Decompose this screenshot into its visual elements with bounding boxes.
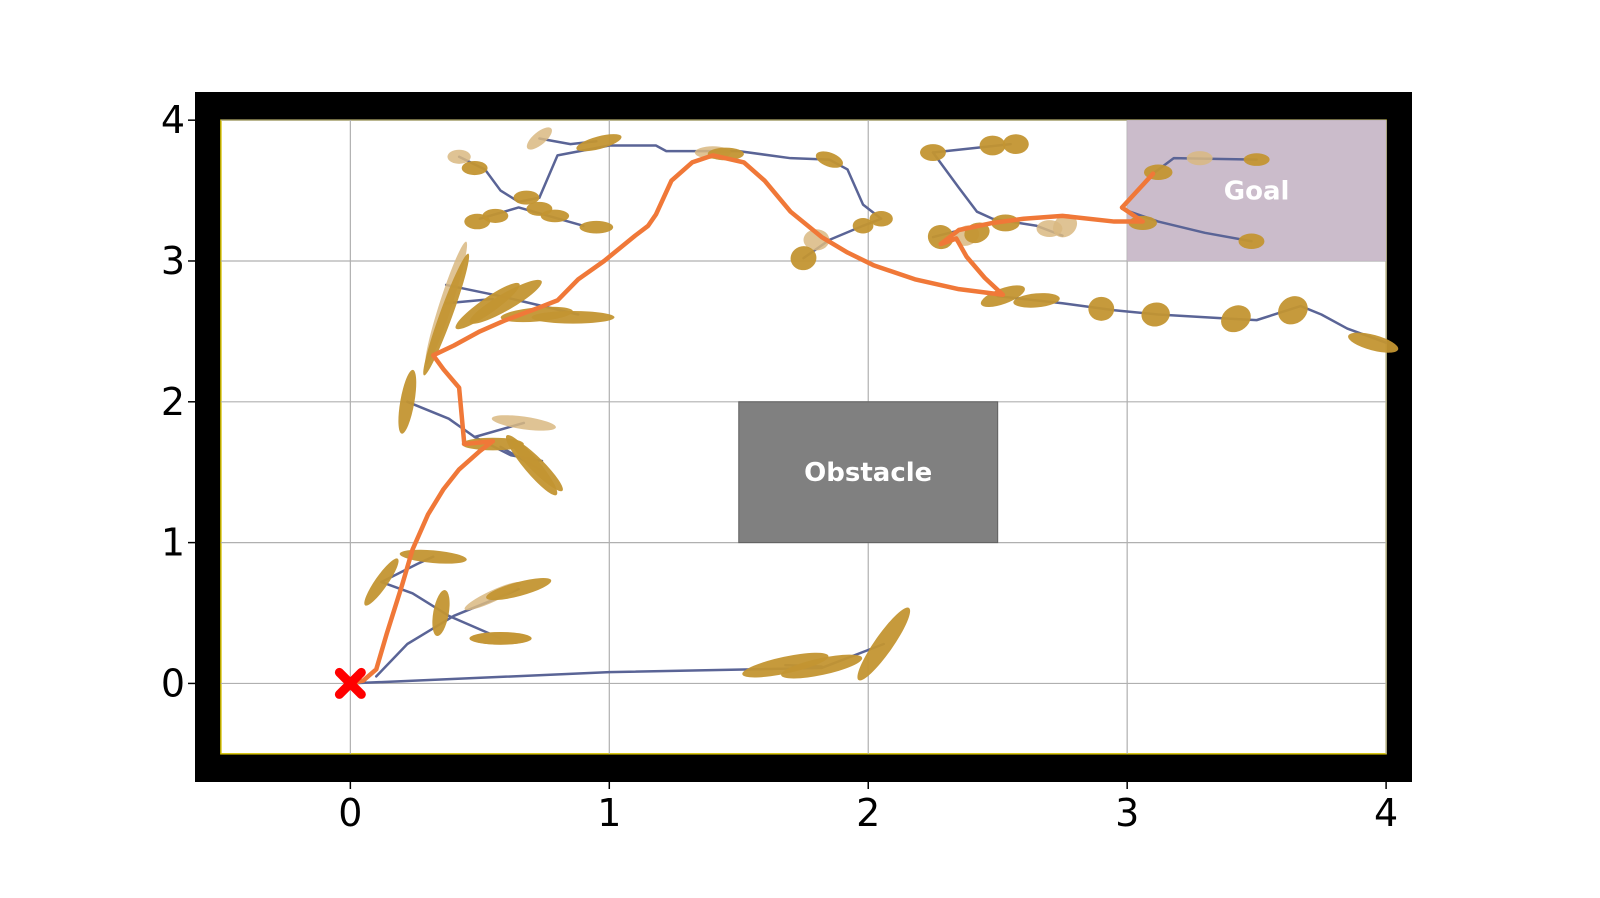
node-ellipse [432,590,450,637]
node-ellipse [364,558,399,606]
y-tick-label: 2 [161,380,185,424]
node-ellipse [1002,134,1029,154]
node-ellipse [869,210,893,227]
node-ellipse [469,632,532,645]
node-ellipse [803,229,830,251]
tree-edge [380,580,502,640]
node-ellipse [1348,332,1399,353]
node-ellipse [491,415,556,431]
node-ellipse [576,134,622,152]
x-tick-label: 4 [1374,791,1398,835]
region-labels-layer: Obstacle Goal [804,177,1289,489]
start-layer [334,667,366,699]
start-marker [334,667,366,699]
node-ellipse [815,151,843,168]
node-ellipse [513,190,540,205]
node-ellipse [857,607,911,681]
node-ellipse [1088,296,1115,321]
node-ellipse [505,434,558,496]
node-ellipse [398,369,417,434]
node-ellipse [790,246,817,271]
node-ellipse [399,549,467,564]
node-ellipse [1243,153,1270,166]
node-ellipse [979,135,1006,156]
node-ellipse [486,578,552,601]
node-ellipse [1238,233,1265,250]
solution-path-layer [348,153,1156,686]
node-ellipse [742,652,829,678]
x-tick-label: 2 [856,791,880,835]
obstacle-label: Obstacle [804,458,932,488]
node-ellipse [852,218,874,234]
y-tick-label: 4 [161,98,185,142]
node-ellipse [461,161,488,176]
node-ellipse [579,220,614,234]
node-ellipse [1053,214,1078,238]
node-ellipse [482,208,509,223]
node-ellipse [1013,293,1060,308]
obstacle-region [738,401,999,544]
node-ellipse [540,209,570,223]
x-tick-label: 0 [338,791,362,835]
goal-label: Goal [1224,177,1290,207]
node-ellipse [526,127,552,150]
x-tick-label: 1 [597,791,621,835]
node-ellipse [1278,296,1308,325]
node-ellipse [1221,305,1251,333]
node-ellipse [423,253,470,376]
x-tick-label: 3 [1115,791,1139,835]
node-ellipse [1141,302,1170,327]
y-tick-label: 0 [161,661,185,705]
y-tick-label: 3 [161,239,185,283]
node-ellipse [531,310,615,324]
node-ellipse [781,654,863,679]
node-ellipse [469,279,542,324]
y-tick-label: 1 [161,521,185,565]
tree-edge [1120,207,1253,243]
node-ellipse [920,144,946,162]
node-ellipse [447,149,471,164]
node-ellipse [1186,151,1213,166]
ticks-layer: 0 1 2 3 4 0 1 2 3 4 [161,98,1398,835]
solution-path [348,153,1156,686]
